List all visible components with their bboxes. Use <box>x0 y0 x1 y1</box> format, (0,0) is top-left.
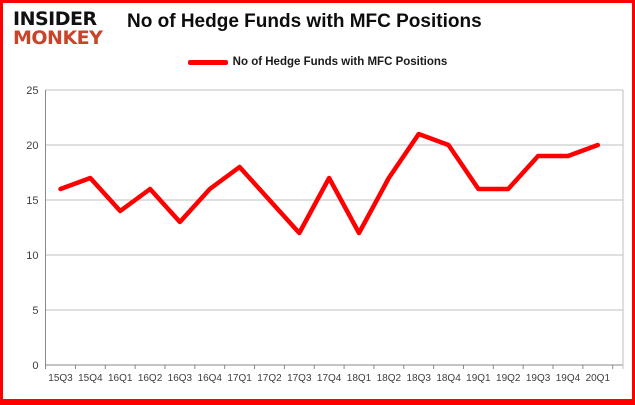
y-axis-tick-label: 5 <box>32 305 38 317</box>
x-axis-tick-label: 16Q2 <box>138 373 163 384</box>
x-axis-tick-label: 19Q1 <box>466 373 491 384</box>
insider-monkey-logo: INSIDER MONKEY <box>13 8 103 50</box>
legend-line-swatch <box>187 59 228 65</box>
x-axis-tick-label: 19Q4 <box>556 373 581 384</box>
chart-legend: No of Hedge Funds with MFC Positions <box>3 56 632 68</box>
x-axis-tick-label: 16Q1 <box>108 373 133 384</box>
x-axis-tick-label: 18Q2 <box>377 373 402 384</box>
line-chart-plot: 0 5 10 15 20 25 15Q3 15Q4 16Q1 16Q2 16Q3 16Q4 17Q1 17… <box>26 85 624 384</box>
chart-title: No of Hedge Funds with MFC Positions <box>127 11 482 32</box>
x-axis-tick-label: 15Q3 <box>48 373 73 384</box>
x-axis-tick-label: 15Q4 <box>78 373 103 384</box>
logo-text-monkey: MONKEY <box>13 27 103 50</box>
y-axis-tick-label: 15 <box>26 195 38 207</box>
x-axis-tick-label: 16Q3 <box>168 373 193 384</box>
x-axis-tick-label: 16Q4 <box>198 373 223 384</box>
x-axis-tick-label: 19Q3 <box>526 373 551 384</box>
x-axis-tick-label: 18Q3 <box>406 373 431 384</box>
legend-label: No of Hedge Funds with MFC Positions <box>232 56 448 68</box>
x-axis-tick-label: 20Q1 <box>586 373 611 384</box>
y-axis-tick-label: 0 <box>32 360 38 372</box>
x-axis-tick-label: 17Q4 <box>317 373 342 384</box>
x-axis-tick-label: 17Q2 <box>257 373 282 384</box>
y-axis-tick-label: 20 <box>26 140 38 152</box>
x-axis-tick-label: 17Q3 <box>287 373 312 384</box>
y-axis-tick-label: 10 <box>26 250 38 262</box>
logo-text-insider: INSIDER <box>13 8 97 30</box>
data-series-line <box>58 131 601 236</box>
x-axis-tick-label: 17Q1 <box>227 373 252 384</box>
y-axis-tick-label: 25 <box>26 85 38 97</box>
x-axis-tick-label: 19Q2 <box>496 373 521 384</box>
x-axis-tick-label: 18Q4 <box>436 373 461 384</box>
x-axis-tick-label: 18Q1 <box>347 373 372 384</box>
